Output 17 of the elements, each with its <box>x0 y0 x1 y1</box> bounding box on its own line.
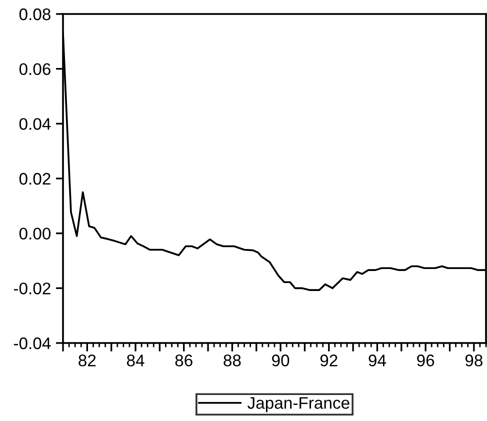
legend-label: Japan-France <box>248 397 350 412</box>
x-tick-label: 88 <box>224 354 241 366</box>
y-tick-label: -0.04 <box>14 337 51 350</box>
y-tick-label: 0.00 <box>19 228 51 240</box>
x-tick-label: 86 <box>175 354 192 366</box>
x-tick-label: 94 <box>368 354 386 366</box>
y-tick-label: 0.06 <box>19 63 50 76</box>
y-tick-label: 0.08 <box>19 8 50 20</box>
x-tick-label: 96 <box>417 354 434 366</box>
x-tick-label: 90 <box>272 354 290 366</box>
y-tick-label: -0.02 <box>14 282 50 294</box>
y-tick-label: 0.02 <box>19 172 50 185</box>
x-tick-label: 92 <box>320 354 338 366</box>
y-tick-label: 0.04 <box>19 118 51 130</box>
x-tick-label: 82 <box>78 354 96 366</box>
x-tick-label: 84 <box>126 354 144 366</box>
x-tick-label: 98 <box>465 354 482 366</box>
